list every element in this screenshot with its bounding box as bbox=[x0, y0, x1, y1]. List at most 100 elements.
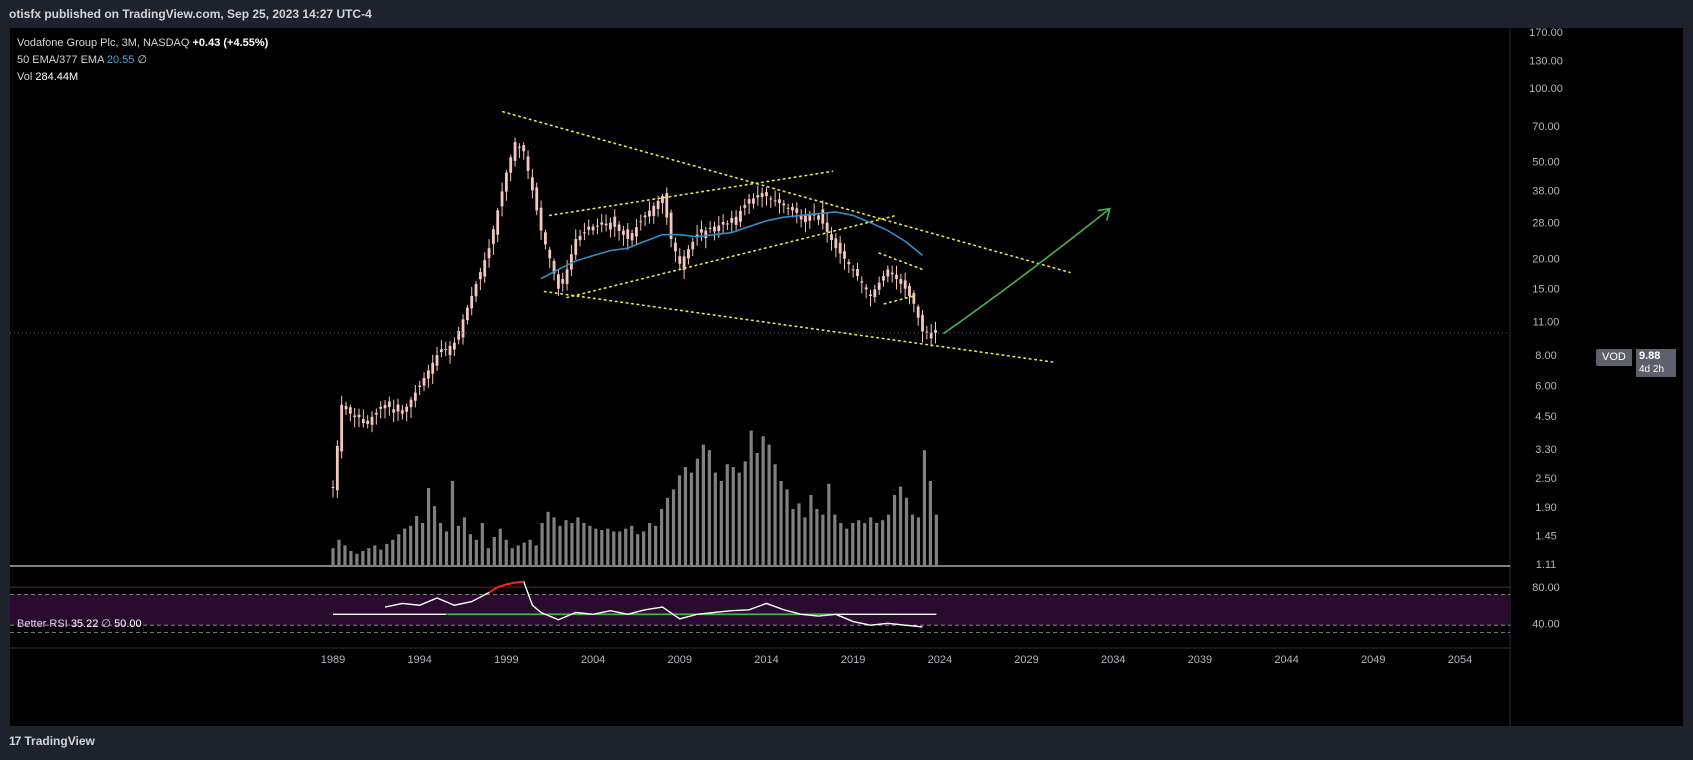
price-tick-label: 50.00 bbox=[1532, 156, 1560, 168]
volume-bar bbox=[373, 545, 377, 565]
candle-body bbox=[340, 404, 344, 452]
price-chart[interactable]: 170.00 130.00 100.00 70.00 50.00 38.00 28.00 20… bbox=[10, 28, 1683, 726]
volume-bar bbox=[361, 551, 365, 565]
candle-body bbox=[461, 319, 465, 338]
candle-body bbox=[596, 225, 599, 227]
volume-bar bbox=[845, 528, 849, 565]
candle-body bbox=[474, 284, 478, 297]
candle-body bbox=[674, 242, 677, 252]
badge-ticker: VOD bbox=[1596, 349, 1632, 366]
candle-body bbox=[687, 249, 690, 259]
ema-line bbox=[540, 211, 924, 280]
volume-bar bbox=[749, 430, 753, 565]
volume-bar bbox=[713, 472, 717, 565]
candle-body bbox=[565, 269, 569, 284]
tradingview-logo[interactable]: 17 TradingView bbox=[9, 734, 95, 748]
volume-bar bbox=[630, 525, 634, 565]
candle-body bbox=[665, 193, 669, 218]
projection-arrowhead bbox=[1097, 207, 1111, 221]
volume-bar bbox=[367, 548, 371, 565]
volume-bar bbox=[355, 553, 359, 565]
rsi-label: Better RSI bbox=[17, 618, 68, 630]
candle-body bbox=[348, 407, 352, 414]
candle-body bbox=[361, 419, 365, 424]
price-tick-label: 28.00 bbox=[1532, 218, 1560, 230]
time-tick-label: 2034 bbox=[1101, 654, 1125, 666]
candle-body bbox=[700, 229, 703, 233]
candle-body bbox=[782, 203, 786, 206]
candle-body bbox=[704, 230, 708, 239]
candle-body bbox=[353, 415, 357, 418]
candle-body bbox=[773, 200, 777, 202]
candle-body bbox=[860, 281, 864, 283]
candle-body bbox=[548, 249, 552, 259]
candle-body bbox=[821, 209, 825, 224]
candle-body bbox=[817, 215, 820, 220]
volume-bar bbox=[863, 523, 867, 565]
ema-value2: ∅ bbox=[137, 54, 148, 66]
volume-bar bbox=[934, 514, 938, 565]
price-tick-label: 20.00 bbox=[1532, 253, 1560, 265]
candle-body bbox=[478, 272, 482, 280]
candle-body bbox=[400, 410, 404, 414]
chart-area[interactable]: 170.00 130.00 100.00 70.00 50.00 38.00 28.00 20… bbox=[10, 28, 1683, 726]
candle-body bbox=[721, 221, 725, 225]
volume-bar bbox=[462, 517, 467, 565]
volume-bar bbox=[612, 531, 616, 565]
volume-bar bbox=[415, 516, 419, 565]
ema-value: 20.55 bbox=[106, 54, 135, 66]
candle-body bbox=[335, 445, 339, 491]
trendline bbox=[548, 170, 834, 217]
candle-body bbox=[929, 332, 933, 339]
rsi-tick-label: 80.00 bbox=[1532, 582, 1560, 594]
price-tick-label: 8.00 bbox=[1535, 350, 1556, 362]
candle-body bbox=[903, 280, 907, 289]
chart-legend: Vodafone Group Plc, 3M, NASDAQ +0.43 (+4… bbox=[17, 35, 268, 86]
price-tick-label: 70.00 bbox=[1532, 121, 1560, 133]
volume-bar bbox=[857, 520, 861, 565]
time-tick-label: 2014 bbox=[754, 654, 778, 666]
candle-body bbox=[570, 254, 573, 270]
price-tick-label: 38.00 bbox=[1532, 185, 1560, 197]
volume-bar bbox=[618, 531, 622, 565]
volume-bar bbox=[743, 461, 747, 565]
volume-bar bbox=[474, 539, 478, 565]
candle-body bbox=[847, 262, 851, 265]
volume-bar bbox=[833, 514, 837, 565]
candle-body bbox=[678, 256, 682, 264]
candle-body bbox=[409, 399, 413, 408]
candle-body bbox=[643, 215, 647, 218]
rsi-value: 35.22 bbox=[70, 618, 99, 630]
candle-body bbox=[851, 269, 855, 271]
volume-bar bbox=[791, 509, 795, 565]
candle-body bbox=[713, 226, 716, 232]
tradingview-logo-icon: 17 bbox=[9, 734, 21, 748]
volume-bar bbox=[773, 464, 777, 565]
candle-body bbox=[574, 239, 578, 255]
volume-bar bbox=[426, 488, 431, 565]
candle-body bbox=[465, 307, 469, 321]
candle-body bbox=[808, 215, 812, 221]
rsi-tick-label: 40.00 bbox=[1532, 618, 1560, 630]
candle-body bbox=[708, 227, 712, 229]
volume-bar bbox=[815, 509, 819, 565]
candle-body bbox=[856, 269, 859, 277]
volume-bar bbox=[659, 509, 664, 565]
trendline bbox=[883, 295, 915, 305]
candle-body bbox=[418, 385, 422, 387]
candle-body bbox=[431, 362, 435, 374]
candle-body bbox=[873, 289, 877, 298]
candle-body bbox=[613, 216, 617, 227]
candle-body bbox=[591, 226, 595, 231]
candle-body bbox=[561, 279, 565, 284]
candle-body bbox=[886, 269, 890, 277]
candle-body bbox=[552, 260, 556, 274]
volume-bar bbox=[546, 511, 550, 565]
candle-body bbox=[366, 420, 370, 424]
candle-body bbox=[435, 355, 439, 366]
volume-bar bbox=[881, 520, 885, 565]
price-tick-label: 2.50 bbox=[1535, 473, 1556, 485]
volume-bar bbox=[725, 464, 729, 565]
candle-body bbox=[769, 198, 773, 200]
time-tick-label: 2029 bbox=[1014, 654, 1038, 666]
